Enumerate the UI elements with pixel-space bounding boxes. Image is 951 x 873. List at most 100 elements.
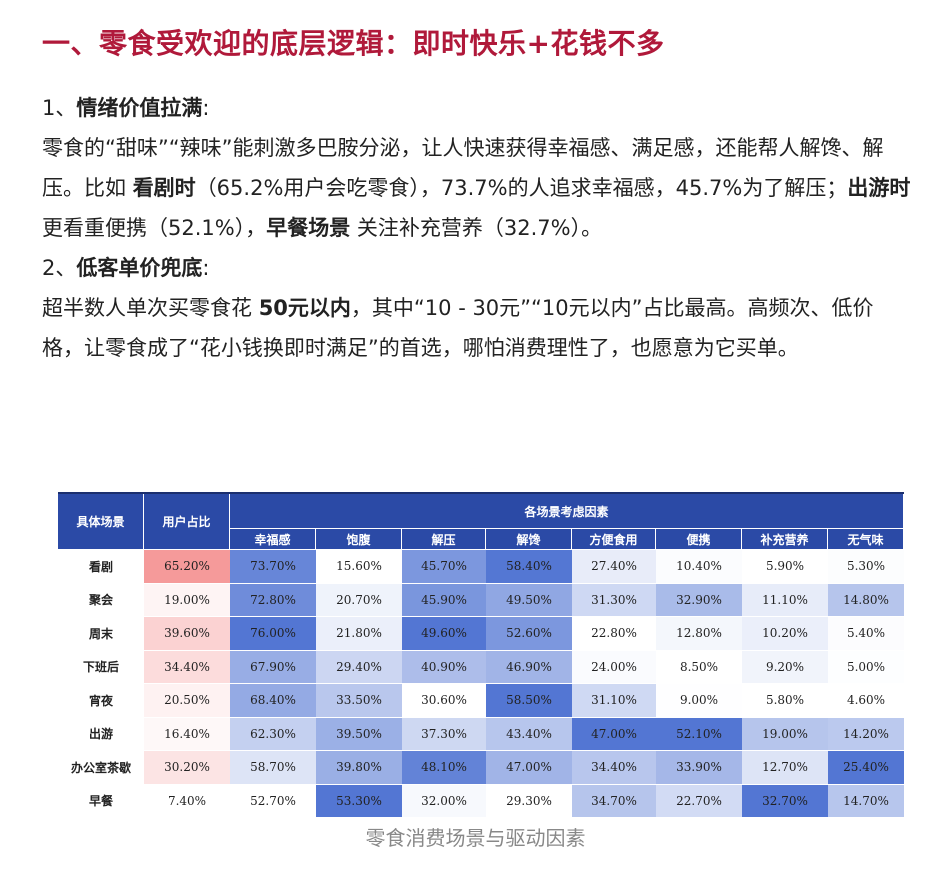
section-1-text-run: 关注补充营养（32.7%）。 — [350, 216, 603, 240]
factor-value-cell: 29.30% — [486, 784, 572, 818]
factor-value-cell: 49.50% — [486, 583, 572, 617]
factor-value-cell: 58.50% — [486, 684, 572, 718]
factor-value-cell: 47.00% — [486, 751, 572, 785]
factor-value-cell: 11.10% — [742, 583, 828, 617]
factor-value-cell: 33.50% — [316, 684, 402, 718]
section-2-text-run: ，其中“10 - 30元”“10元以内”占比最高。高频次、低价格，让零食成了“花… — [42, 296, 874, 360]
factor-value-cell: 21.80% — [316, 617, 402, 651]
factor-header: 幸福感 — [230, 529, 316, 550]
share-cell: 65.20% — [144, 550, 230, 584]
factor-value-cell: 39.80% — [316, 751, 402, 785]
scene-cell: 宵夜 — [58, 684, 144, 718]
section-1-title: 情绪价值拉满 — [76, 96, 203, 120]
factor-value-cell: 12.70% — [742, 751, 828, 785]
factor-value-cell: 5.30% — [828, 550, 905, 584]
factor-value-cell: 34.70% — [572, 784, 656, 818]
factor-value-cell: 32.70% — [742, 784, 828, 818]
section-1-text-run: 更看重便携（52.1%）， — [42, 216, 267, 240]
table-row: 早餐 7.40% 52.70% 53.30% 32.00% 29.30% 34.70% 22.… — [58, 784, 905, 818]
scenario-factor-table-figure: 具体场景 用户占比 各场景考虑因素 幸福感 饱腹 解压 解馋 方便食用 便携 补充营养 无气味… — [58, 492, 905, 818]
section-2-paragraph: 超半数人单次买零食花 50元以内，其中“10 - 30元”“10元以内”占比最高… — [42, 288, 912, 368]
factor-value-cell: 5.40% — [828, 617, 905, 651]
factor-value-cell: 22.70% — [656, 784, 742, 818]
factor-value-cell: 45.70% — [402, 550, 486, 584]
factor-header: 无气味 — [828, 529, 905, 550]
table-row: 办公室茶歇 30.20% 58.70% 39.80% 48.10% 47.00% 34.40… — [58, 751, 905, 785]
factor-header: 饱腹 — [316, 529, 402, 550]
table-row: 看剧 65.20% 73.70% 15.60% 45.70% 58.40% 27.40% 10… — [58, 550, 905, 584]
factor-value-cell: 73.70% — [230, 550, 316, 584]
table-row: 周末 39.60% 76.00% 21.80% 49.60% 52.60% 22.80% 12… — [58, 617, 905, 651]
factor-value-cell: 40.90% — [402, 650, 486, 684]
factor-value-cell: 31.30% — [572, 583, 656, 617]
section-1-text-run: 早餐场景 — [266, 216, 351, 240]
share-cell: 19.00% — [144, 583, 230, 617]
factor-value-cell: 24.00% — [572, 650, 656, 684]
factor-value-cell: 5.80% — [742, 684, 828, 718]
section-1-heading: 1、情绪价值拉满: — [42, 88, 912, 128]
page-title: 一、零食受欢迎的底层逻辑：即时快乐+花钱不多 — [42, 27, 665, 60]
factor-value-cell: 9.20% — [742, 650, 828, 684]
table-row: 下班后 34.40% 67.90% 29.40% 40.90% 46.90% 24.00% 8… — [58, 650, 905, 684]
factor-value-cell: 4.60% — [828, 684, 905, 718]
factor-value-cell: 37.30% — [402, 717, 486, 751]
factor-value-cell: 19.00% — [742, 717, 828, 751]
section-1-text-run: （65.2%用户会吃零食），73.7%的人追求幸福感，45.7%为了解压； — [195, 176, 848, 200]
factor-value-cell: 31.10% — [572, 684, 656, 718]
factor-value-cell: 47.00% — [572, 717, 656, 751]
share-cell: 7.40% — [144, 784, 230, 818]
factor-value-cell: 62.30% — [230, 717, 316, 751]
factor-value-cell: 76.00% — [230, 617, 316, 651]
factor-value-cell: 43.40% — [486, 717, 572, 751]
factor-value-cell: 67.90% — [230, 650, 316, 684]
factor-value-cell: 9.00% — [656, 684, 742, 718]
share-cell: 20.50% — [144, 684, 230, 718]
share-cell: 39.60% — [144, 617, 230, 651]
table-row: 出游 16.40% 62.30% 39.50% 37.30% 43.40% 47.00% 52… — [58, 717, 905, 751]
factor-value-cell: 58.40% — [486, 550, 572, 584]
factor-value-cell: 5.90% — [742, 550, 828, 584]
factor-value-cell: 27.40% — [572, 550, 656, 584]
scene-cell: 下班后 — [58, 651, 144, 684]
section-2-title: 低客单价兜底 — [76, 256, 203, 280]
factor-value-cell: 49.60% — [402, 617, 486, 651]
factor-value-cell: 48.10% — [402, 751, 486, 785]
header-share: 用户占比 — [144, 494, 230, 550]
factor-header: 解压 — [402, 529, 486, 550]
header-scene: 具体场景 — [58, 494, 144, 550]
factor-value-cell: 53.30% — [316, 784, 402, 818]
factor-header: 解馋 — [486, 529, 572, 550]
factor-value-cell: 29.40% — [316, 650, 402, 684]
factor-value-cell: 72.80% — [230, 583, 316, 617]
scene-cell: 聚会 — [58, 584, 144, 617]
section-1-number: 1、 — [42, 96, 77, 120]
section-1-text-run: 出游时 — [847, 176, 911, 200]
factor-value-cell: 5.00% — [828, 650, 905, 684]
table-row: 聚会 19.00% 72.80% 20.70% 45.90% 49.50% 31.30% 32… — [58, 583, 905, 617]
figure-caption: 零食消费场景与驱动因素 — [365, 826, 586, 850]
factor-header: 方便食用 — [572, 529, 656, 550]
factor-value-cell: 8.50% — [656, 650, 742, 684]
factor-value-cell: 46.90% — [486, 650, 572, 684]
factor-value-cell: 52.60% — [486, 617, 572, 651]
scene-cell: 早餐 — [58, 785, 144, 818]
factor-header-row: 幸福感 饱腹 解压 解馋 方便食用 便携 补充营养 无气味 — [58, 529, 905, 550]
section-2-heading: 2、低客单价兜底: — [42, 248, 912, 288]
factor-value-cell: 58.70% — [230, 751, 316, 785]
section-2-text-run: 50元以内 — [258, 296, 351, 320]
factor-value-cell: 32.00% — [402, 784, 486, 818]
section-1-text-run: 看剧时 — [132, 176, 196, 200]
factor-value-cell: 15.60% — [316, 550, 402, 584]
article-body: 1、情绪价值拉满: 零食的“甜味”“辣味”能刺激多巴胺分泌，让人快速获得幸福感、… — [42, 88, 912, 368]
factor-value-cell: 14.70% — [828, 784, 905, 818]
header-factor-group: 各场景考虑因素 — [230, 494, 905, 529]
share-cell: 16.40% — [144, 717, 230, 751]
factor-value-cell: 25.40% — [828, 751, 905, 785]
factor-value-cell: 10.40% — [656, 550, 742, 584]
factor-value-cell: 45.90% — [402, 583, 486, 617]
factor-value-cell: 52.70% — [230, 784, 316, 818]
factor-value-cell: 52.10% — [656, 717, 742, 751]
factor-value-cell: 10.20% — [742, 617, 828, 651]
factor-value-cell: 68.40% — [230, 684, 316, 718]
section-2-text-run: 超半数人单次买零食花 — [42, 296, 259, 320]
